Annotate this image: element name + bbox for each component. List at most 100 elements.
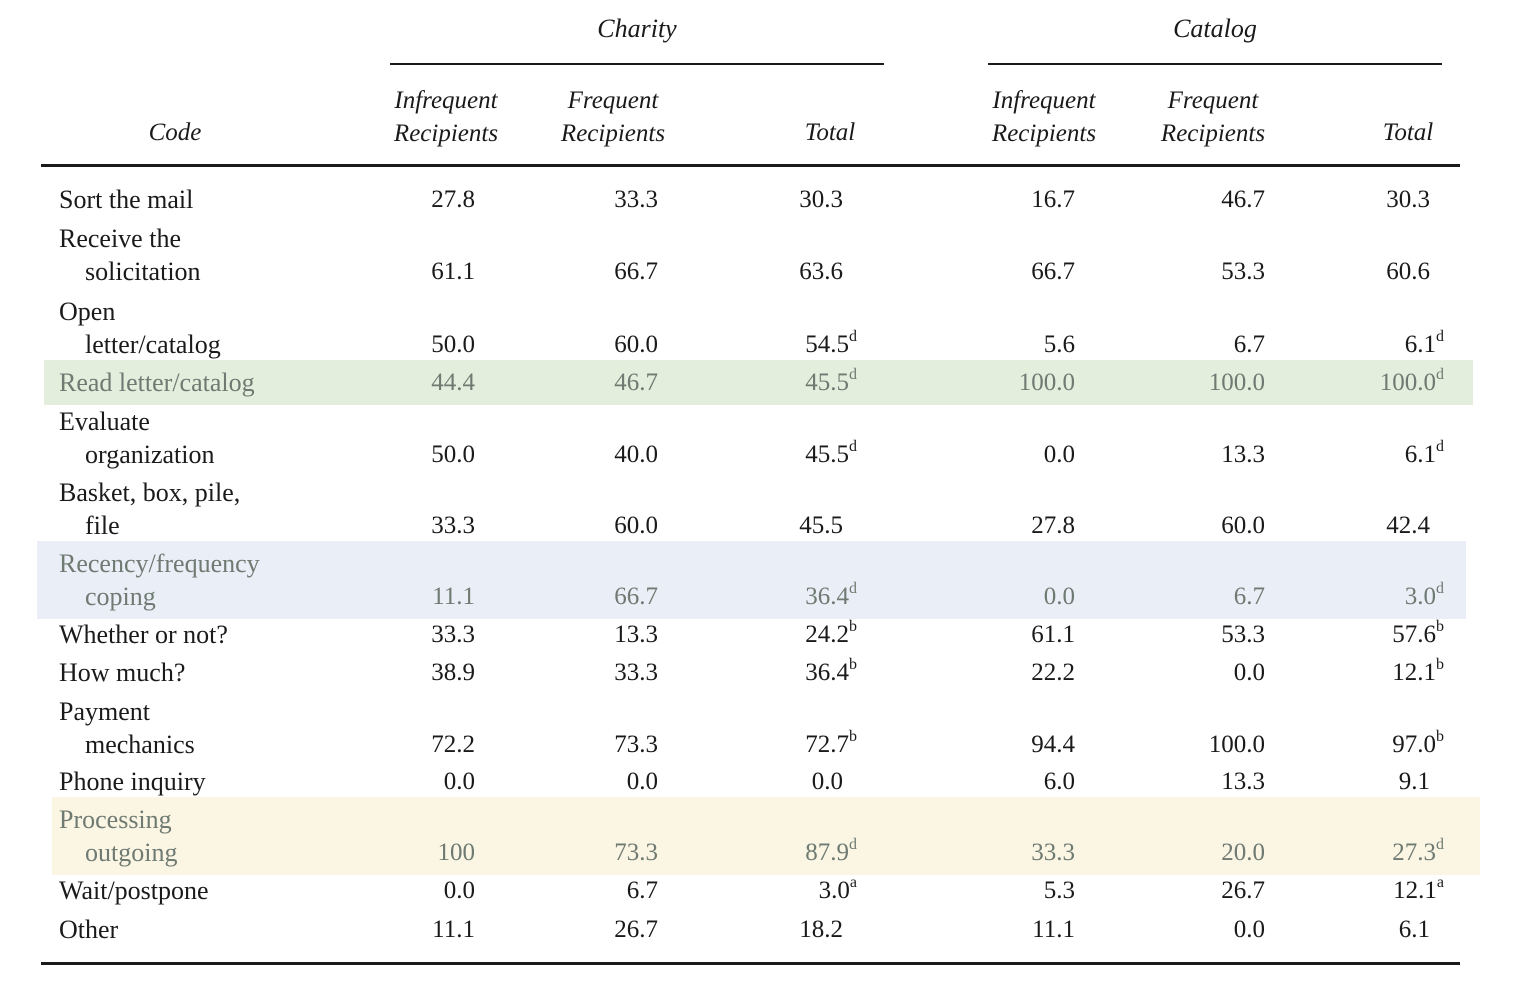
- cell-value: 45.5: [805, 369, 849, 396]
- cell-value: 63.6: [799, 258, 843, 285]
- table-cell: 66.7: [1031, 255, 1075, 288]
- table-cell: 72.2: [431, 728, 475, 761]
- table-cell: 33.3: [431, 618, 475, 651]
- cell-value: 6.1: [1398, 916, 1430, 943]
- cell-value: 61.1: [1031, 621, 1075, 648]
- table-cell: 33.3: [1031, 836, 1075, 869]
- table-cell: 33.3: [431, 509, 475, 542]
- row-highlight-yellow: [52, 797, 1480, 875]
- col-header-catalog-total: Total: [1382, 119, 1434, 146]
- footnote-marker: d: [1436, 437, 1444, 455]
- cell-value: 54.5: [805, 331, 849, 358]
- table-cell: 26.7: [1221, 874, 1265, 907]
- table-cell: 94.4: [1031, 728, 1075, 761]
- cell-value: 66.7: [614, 583, 658, 610]
- table-cell: 46.7: [1221, 183, 1265, 216]
- cell-value: 42.4: [1386, 512, 1430, 539]
- cell-value: 46.7: [614, 369, 658, 396]
- cell-value: 6.0: [1043, 768, 1075, 795]
- cell-value: 46.7: [1221, 186, 1265, 213]
- table-cell: 18.2: [799, 913, 843, 946]
- table-cell: 66.7: [614, 580, 658, 613]
- row-label: Whether or not?: [59, 620, 228, 649]
- cell-value: 97.0: [1392, 731, 1436, 758]
- cell-value: 53.3: [1221, 621, 1265, 648]
- group-rule-catalog: [988, 63, 1442, 65]
- cell-value: 11.1: [1032, 916, 1075, 943]
- cell-value: 3.0: [1404, 583, 1436, 610]
- cell-value: 16.7: [1031, 186, 1075, 213]
- col-header-charity-total: Total: [804, 119, 856, 146]
- table-cell: 30.3: [799, 183, 843, 216]
- table-cell: 45.5: [799, 509, 843, 542]
- cell-value: 100: [437, 839, 476, 866]
- table-cell: 5.6: [1044, 328, 1075, 361]
- table-cell: 36.4b: [805, 656, 857, 689]
- table-cell: 6.7: [1234, 580, 1265, 613]
- row-label: solicitation: [85, 257, 201, 286]
- table-cell: 53.3: [1221, 618, 1265, 651]
- table-cell: 60.0: [614, 328, 658, 361]
- cell-value: 53.3: [1221, 258, 1265, 285]
- footnote-marker: d: [849, 835, 857, 853]
- row-label: Basket, box, pile,: [59, 478, 241, 507]
- table-cell: 27.3d: [1392, 836, 1444, 869]
- row-label: Sort the mail: [59, 185, 194, 214]
- cell-value: 0.0: [1043, 583, 1075, 610]
- cell-value: 6.7: [1233, 583, 1265, 610]
- cell-value: 45.5: [805, 441, 849, 468]
- bottom-rule: [41, 962, 1460, 965]
- table-cell: 40.0: [614, 438, 658, 471]
- cell-value: 60.0: [1221, 512, 1265, 539]
- table-cell: 30.3: [1386, 183, 1430, 216]
- table-cell: 0.0: [812, 765, 843, 798]
- cell-value: 6.7: [1233, 331, 1265, 358]
- row-label: Open: [59, 297, 116, 326]
- cell-value: 36.4: [805, 583, 849, 610]
- cell-value: 0.0: [443, 877, 475, 904]
- cell-value: 40.0: [614, 441, 658, 468]
- cell-value: 0.0: [626, 768, 658, 795]
- table-cell: 27.8: [1031, 509, 1075, 542]
- cell-value: 61.1: [431, 258, 475, 285]
- cell-value: 6.1: [1404, 441, 1436, 468]
- row-highlight-green: [44, 360, 1473, 405]
- row-label: mechanics: [85, 730, 195, 759]
- table-cell: 22.2: [1031, 656, 1075, 689]
- row-highlight-blue: [37, 541, 1466, 619]
- cell-value: 24.2: [805, 621, 849, 648]
- table-cell: 50.0: [431, 328, 475, 361]
- table-cell: 13.3: [1221, 438, 1265, 471]
- cell-value: 66.7: [1031, 258, 1075, 285]
- cell-value: 73.3: [614, 731, 658, 758]
- table-cell: 9.1: [1399, 765, 1430, 798]
- cell-value: 33.3: [614, 186, 658, 213]
- table-cell: 0.0: [1044, 438, 1075, 471]
- cell-value: 45.5: [799, 512, 843, 539]
- cell-value: 100.0: [1208, 369, 1265, 396]
- cell-value: 27.3: [1392, 839, 1436, 866]
- cell-value: 6.7: [626, 877, 658, 904]
- cell-value: 33.3: [1031, 839, 1075, 866]
- table-cell: 33.3: [614, 183, 658, 216]
- table-cell: 72.7b: [805, 728, 857, 761]
- col-header-code: Code: [148, 119, 202, 146]
- footnote-marker: d: [849, 327, 857, 345]
- cell-value: 100.0: [1208, 731, 1265, 758]
- row-label: Phone inquiry: [59, 767, 206, 796]
- row-label: organization: [85, 440, 215, 469]
- table-cell: 87.9d: [805, 836, 857, 869]
- row-label: Payment: [59, 697, 150, 726]
- cell-value: 72.2: [431, 731, 475, 758]
- cell-value: 0.0: [443, 768, 475, 795]
- col-header-charity-frequent: Frequent Recipients: [560, 87, 666, 147]
- cell-value: 73.3: [614, 839, 658, 866]
- footnote-marker: d: [1436, 579, 1444, 597]
- header-rule: [41, 164, 1460, 167]
- table-cell: 3.0a: [819, 874, 857, 907]
- footnote-marker: b: [1436, 617, 1444, 635]
- cell-value: 72.7: [805, 731, 849, 758]
- footnote-marker: d: [849, 437, 857, 455]
- table-cell: 42.4: [1386, 509, 1430, 542]
- table-cell: 0.0: [444, 874, 475, 907]
